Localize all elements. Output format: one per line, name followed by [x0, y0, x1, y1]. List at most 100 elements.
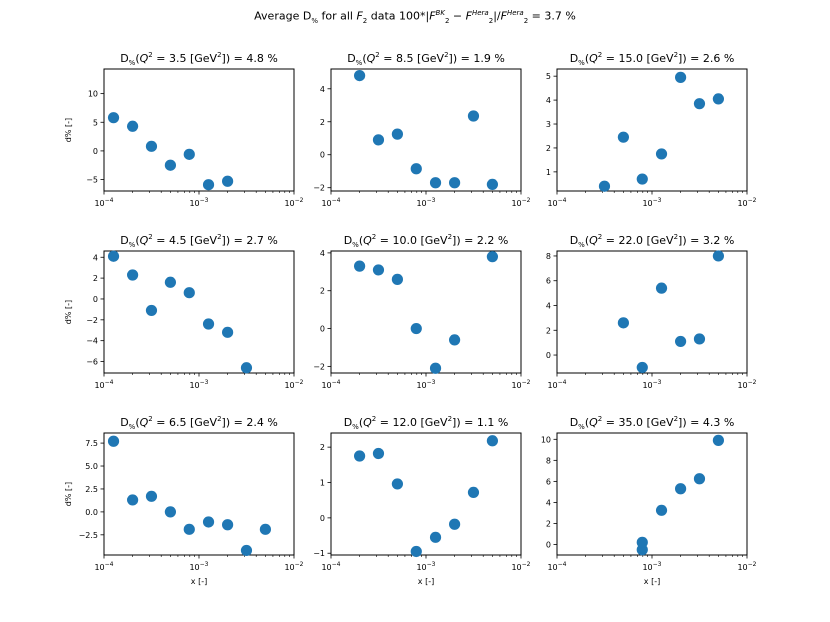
- y-axis-label: d% [-]: [64, 118, 73, 142]
- x-tick-label: 10−2: [511, 197, 530, 208]
- y-tick-label: 2: [546, 326, 551, 335]
- y-tick-label: 2: [546, 144, 551, 153]
- data-point: [636, 536, 648, 548]
- data-point: [107, 250, 120, 262]
- x-axis-label: x [-]: [644, 577, 660, 586]
- y-tick-label: 6: [546, 277, 551, 286]
- x-tick-label: 10−2: [737, 379, 756, 390]
- x-tick-label: 10−3: [189, 197, 208, 208]
- data-point: [221, 326, 234, 338]
- y-tick-label: 1: [320, 479, 325, 488]
- data-point: [410, 163, 422, 175]
- axes-frame: [103, 432, 295, 556]
- subplot-1: D%(Q2 = 3.5 [GeV2]) = 4.8 % 10 5 0 −5 10−4 10−…: [64, 51, 304, 208]
- y-tick-label: −2: [86, 316, 98, 325]
- subplot-title: D%(Q2 = 6.5 [GeV2]) = 2.4 %: [120, 415, 278, 431]
- x-tick-label: 10−3: [416, 379, 435, 390]
- x-tick-label: 10−2: [511, 379, 530, 390]
- data-point: [391, 273, 404, 285]
- data-point: [126, 269, 139, 281]
- data-point: [353, 260, 366, 272]
- figure-suptitle: Average D% for all F2 data 100*|FBK2 − F…: [254, 9, 576, 25]
- y-tick-label: 5: [546, 72, 551, 81]
- y-tick-label: −2.5: [79, 531, 98, 540]
- data-point: [410, 545, 422, 558]
- y-tick-label: 8: [546, 252, 551, 261]
- x-tick-label: 10−3: [189, 379, 208, 390]
- x-tick-label: 10−3: [642, 197, 661, 208]
- data-point: [145, 140, 158, 152]
- subplot-title: D%(Q2 = 22.0 [GeV2]) = 3.2 %: [570, 233, 735, 249]
- y-axis-label: d% [-]: [64, 300, 73, 324]
- y-tick-label: 10: [541, 435, 551, 444]
- subplot-4: D%(Q2 = 4.5 [GeV2]) = 2.7 % 4 2 0 −2 −4 −6 10−4…: [64, 233, 304, 390]
- y-tick-label: 1: [546, 168, 551, 177]
- y-tick-label: −4: [86, 337, 98, 346]
- y-tick-label: 2: [320, 443, 325, 452]
- y-tick-label: 0: [93, 295, 98, 304]
- data-point: [486, 178, 499, 191]
- x-tick-label: 10−3: [416, 561, 435, 572]
- y-tick-label: 4: [546, 498, 551, 507]
- data-point: [712, 434, 725, 446]
- data-point: [448, 518, 461, 530]
- data-point: [353, 450, 366, 462]
- data-point: [693, 98, 706, 110]
- data-point: [448, 334, 461, 346]
- axes-frame: [556, 432, 748, 556]
- y-tick-label: 3: [546, 120, 551, 129]
- data-point: [107, 112, 120, 124]
- y-tick-label: 4: [320, 249, 325, 258]
- x-tick-label: 10−2: [284, 561, 303, 572]
- x-tick-label: 10−2: [737, 197, 756, 208]
- subplot-title: D%(Q2 = 12.0 [GeV2]) = 1.1 %: [344, 415, 509, 431]
- data-point: [467, 486, 480, 499]
- y-axis-label: d% [-]: [64, 482, 73, 506]
- data-point: [598, 180, 611, 192]
- data-point: [636, 173, 648, 185]
- x-tick-label: 10−4: [547, 197, 566, 208]
- y-tick-label: 4: [320, 85, 325, 94]
- data-point: [240, 544, 253, 557]
- subplot-title: D%(Q2 = 15.0 [GeV2]) = 2.6 %: [570, 51, 735, 67]
- y-tick-label: 5.0: [85, 462, 98, 471]
- data-point: [391, 128, 404, 140]
- x-tick-label: 10−2: [284, 379, 303, 390]
- x-tick-label: 10−4: [321, 197, 340, 208]
- subplot-6: D%(Q2 = 22.0 [GeV2]) = 3.2 % 8 6 4 2 0 10−4 10−…: [546, 233, 757, 390]
- y-tick-label: 4: [546, 301, 551, 310]
- data-point: [693, 473, 706, 485]
- x-tick-label: 10−4: [547, 561, 566, 572]
- x-axis-label: x [-]: [418, 577, 434, 586]
- data-point: [712, 93, 725, 105]
- data-point: [429, 531, 442, 543]
- x-tick-label: 10−2: [511, 561, 530, 572]
- axes-frame: [556, 68, 748, 192]
- y-tick-label: 0: [320, 325, 325, 334]
- data-point: [617, 131, 630, 143]
- y-tick-label: 7.5: [85, 439, 98, 448]
- x-tick-label: 10−3: [642, 561, 661, 572]
- data-point: [674, 335, 687, 348]
- y-tick-label: 2: [320, 287, 325, 296]
- subplot-7: D%(Q2 = 6.5 [GeV2]) = 2.4 % 7.5 5.0 2.5 0.0 −…: [64, 415, 304, 586]
- subplot-title: D%(Q2 = 10.0 [GeV2]) = 2.2 %: [344, 233, 509, 249]
- y-tick-label: 5: [93, 118, 98, 127]
- x-tick-label: 10−3: [416, 197, 435, 208]
- data-point: [126, 120, 139, 132]
- data-point: [636, 361, 648, 374]
- data-point: [202, 179, 215, 191]
- data-point: [429, 362, 442, 374]
- data-point: [183, 287, 195, 299]
- y-tick-label: −5: [86, 176, 98, 185]
- data-point: [353, 69, 366, 82]
- data-point: [202, 516, 215, 528]
- data-point: [145, 490, 158, 502]
- x-tick-label: 10−4: [94, 561, 113, 572]
- data-point: [410, 322, 422, 335]
- y-tick-label: 2: [93, 274, 98, 283]
- y-tick-label: 0: [546, 540, 551, 549]
- subplot-9: D%(Q2 = 35.0 [GeV2]) = 4.3 % 10 8 6 4 2 0 10−4 1…: [541, 415, 757, 586]
- x-tick-label: 10−4: [94, 379, 113, 390]
- data-point: [221, 175, 234, 187]
